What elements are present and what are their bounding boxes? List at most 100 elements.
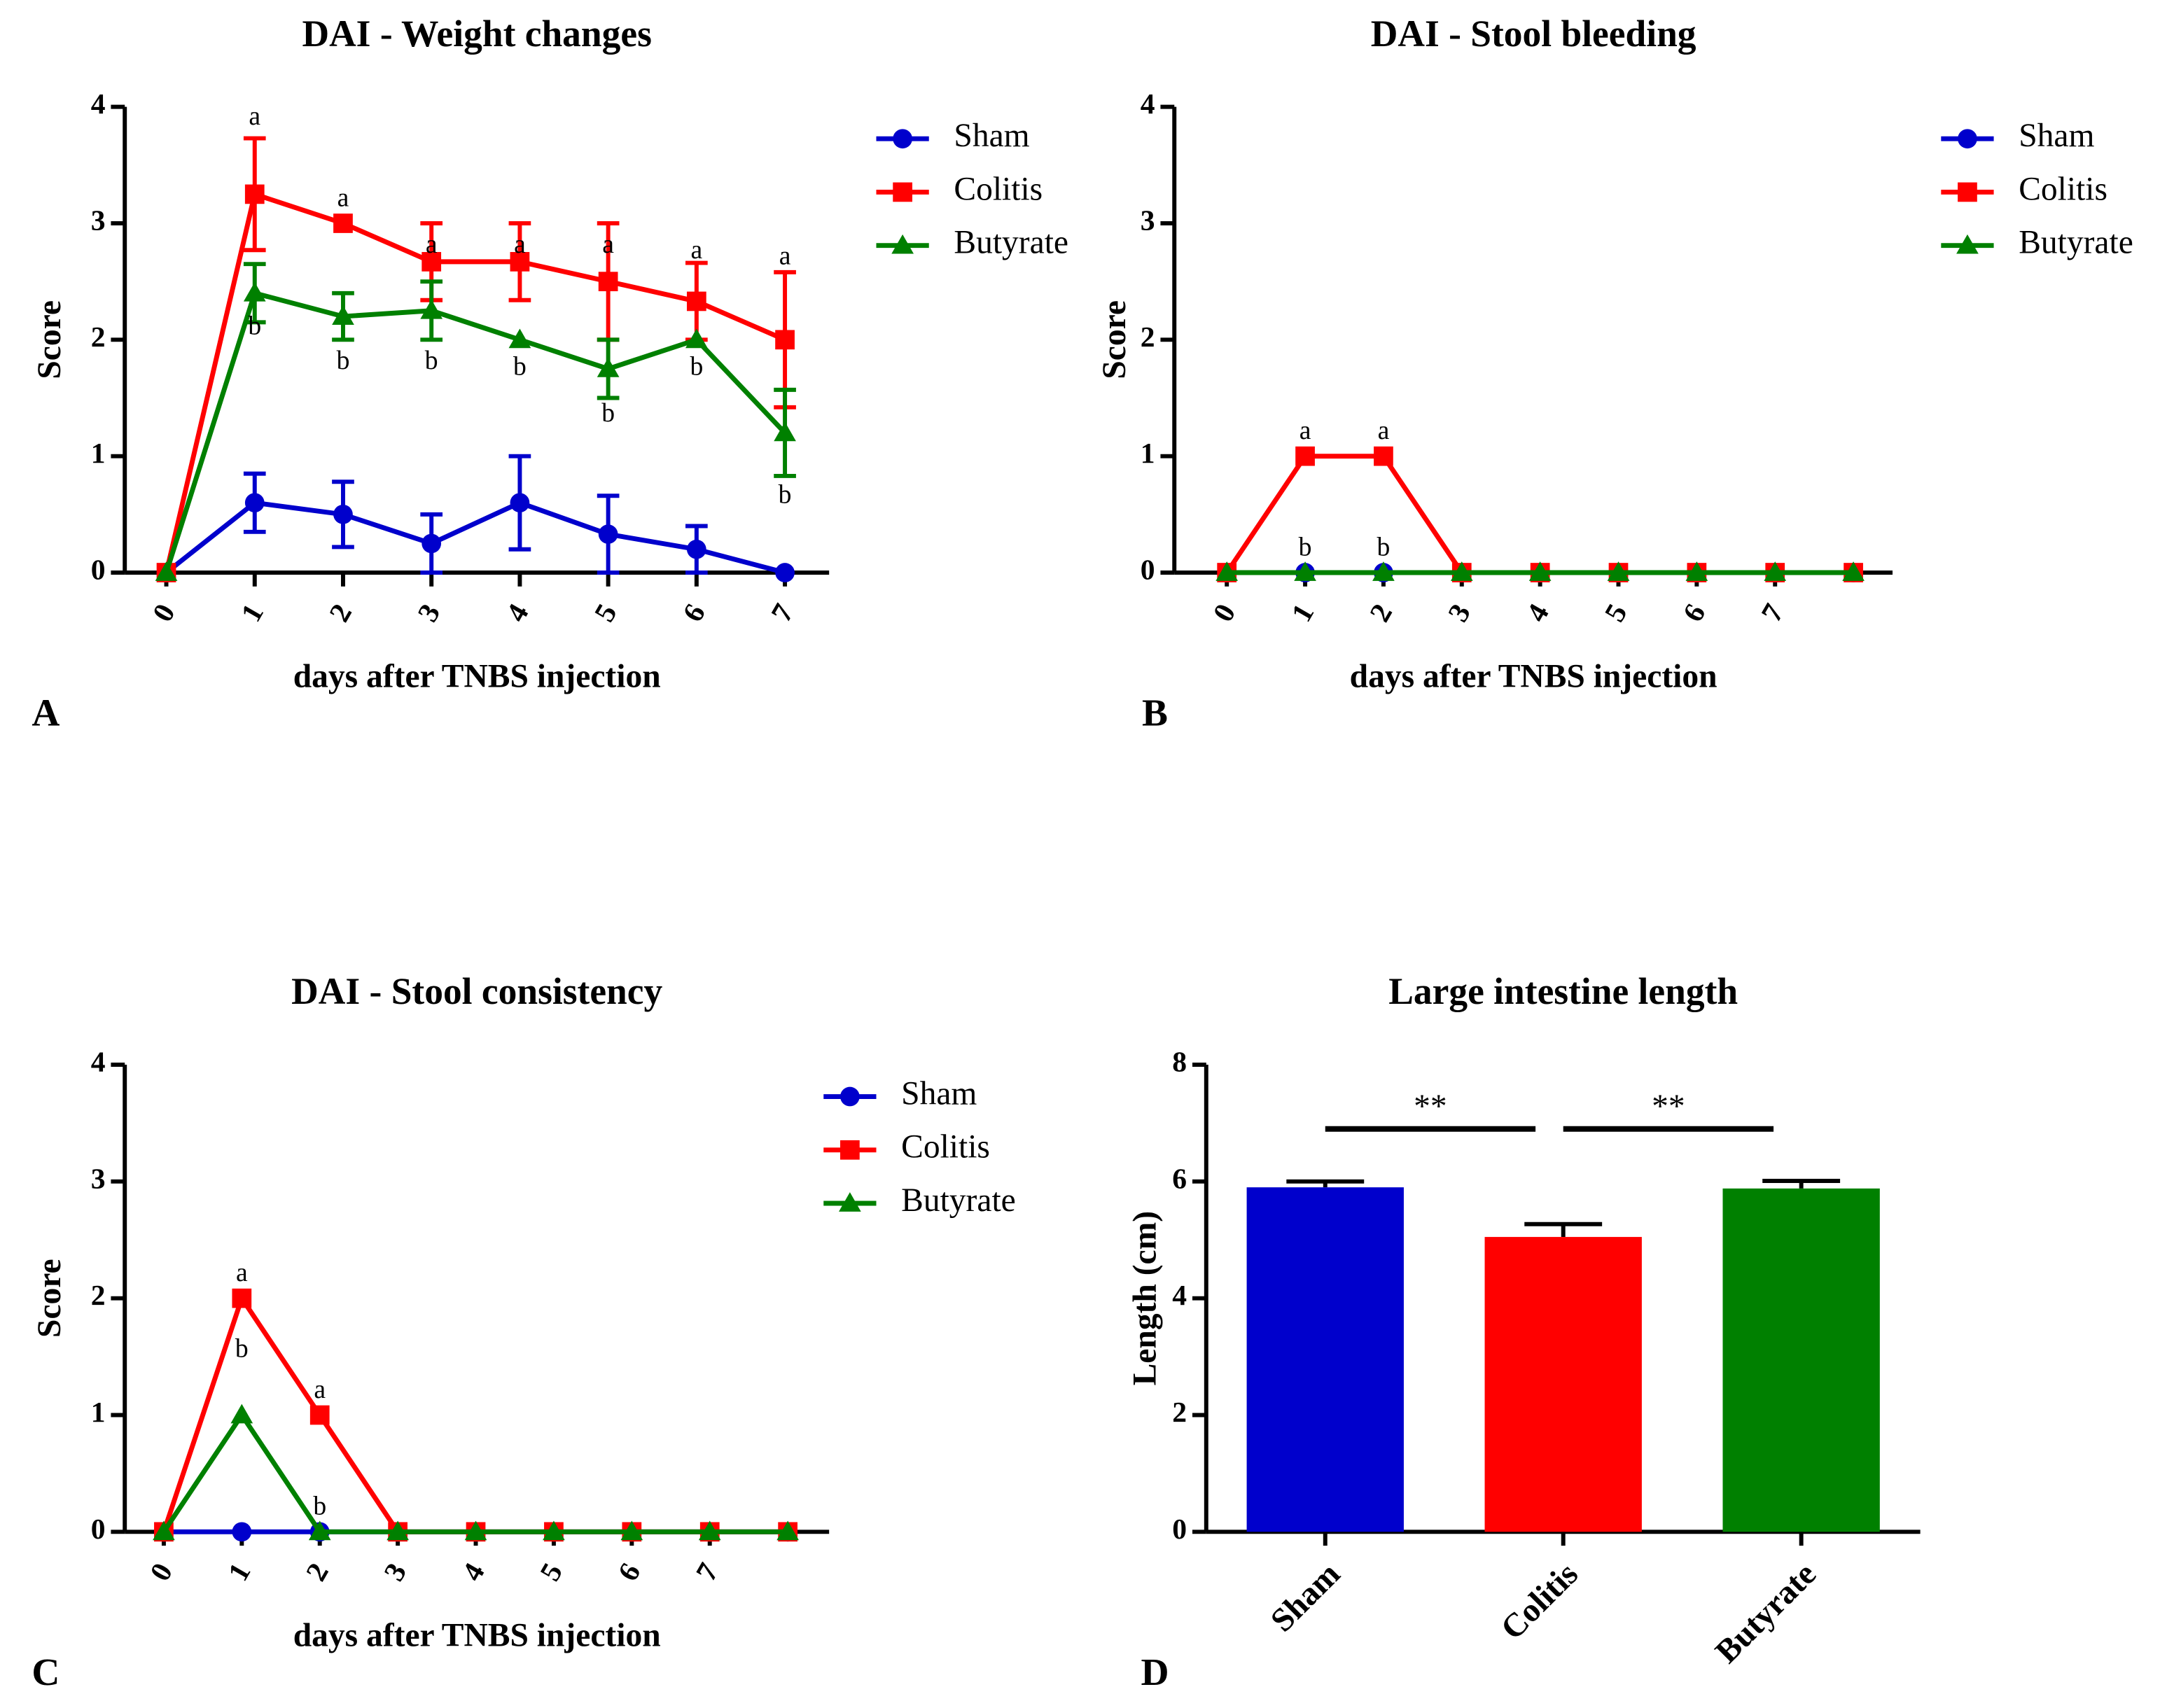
panel-label: A <box>32 692 60 734</box>
x-tick-label: 5 <box>588 598 623 627</box>
annotation: a <box>1299 416 1311 445</box>
annotation: b <box>235 1334 249 1363</box>
y-tick-label: 6 <box>1172 1162 1187 1194</box>
annotation: b <box>690 352 703 382</box>
legend-label: Colitis <box>901 1129 990 1166</box>
point <box>332 305 354 325</box>
annotation: a <box>1378 416 1390 445</box>
legend-label: Colitis <box>2019 171 2107 207</box>
point <box>774 421 796 442</box>
y-tick-label: 0 <box>1141 554 1155 586</box>
x-tick-label: 1 <box>1285 598 1320 627</box>
x-tick-label: 2 <box>323 598 358 627</box>
point <box>333 504 353 524</box>
legend-marker <box>893 182 912 202</box>
point <box>243 281 266 302</box>
point <box>686 539 706 559</box>
legend-marker <box>840 1140 860 1160</box>
point <box>244 493 265 513</box>
error-bar <box>1524 1222 1603 1238</box>
annotation: b <box>601 398 615 428</box>
point <box>464 1520 487 1541</box>
point <box>421 533 442 554</box>
legend-label: Sham <box>901 1075 977 1112</box>
y-tick-label: 2 <box>1172 1396 1187 1428</box>
panel-label: C <box>32 1651 60 1693</box>
legend-label: Sham <box>2019 118 2094 154</box>
x-tick-label: 5 <box>534 1558 569 1586</box>
annotation: a <box>249 102 260 131</box>
x-tick-label: 4 <box>499 598 534 627</box>
bar <box>1722 1188 1880 1532</box>
legend-marker <box>839 1192 861 1212</box>
point <box>598 524 618 544</box>
annotation: a <box>426 230 438 259</box>
point <box>333 214 353 233</box>
x-tick-label: Sham <box>1264 1555 1347 1639</box>
x-tick-label: 1 <box>221 1558 256 1586</box>
point <box>620 1520 643 1541</box>
y-tick-label: 1 <box>1141 437 1155 469</box>
legend-marker <box>1958 182 1977 202</box>
y-tick-label: 0 <box>91 1513 106 1545</box>
legend-label: Butyrate <box>954 225 1068 261</box>
annotation: b <box>313 1492 326 1521</box>
point <box>420 299 443 319</box>
point <box>508 328 531 349</box>
x-tick-label: 1 <box>235 598 270 627</box>
y-tick-label: 4 <box>91 88 106 120</box>
series-line <box>1225 454 1854 575</box>
legend-label: Butyrate <box>2019 225 2133 261</box>
point <box>510 493 530 513</box>
point <box>1372 561 1395 581</box>
x-tick-label: 3 <box>411 598 446 627</box>
annotation: b <box>425 346 438 375</box>
x-tick-label: 7 <box>1755 598 1790 627</box>
annotation: b <box>248 311 261 340</box>
point <box>776 1520 799 1541</box>
point <box>598 272 618 292</box>
point <box>685 328 708 349</box>
legend-marker <box>891 234 914 254</box>
annotation: b <box>513 352 527 382</box>
point <box>1215 561 1239 581</box>
point <box>1842 561 1865 581</box>
point <box>775 563 795 582</box>
y-tick-label: 2 <box>1141 321 1155 353</box>
x-tick-label: 7 <box>765 598 800 627</box>
chart-title: DAI - Stool bleeding <box>1371 13 1696 55</box>
y-tick-label: 0 <box>91 554 106 586</box>
x-tick-label: 0 <box>146 598 181 627</box>
point <box>232 1288 252 1308</box>
series-line <box>164 290 787 574</box>
bar <box>1484 1237 1642 1532</box>
annotation: a <box>779 241 791 271</box>
chart-title: DAI - Weight changes <box>302 13 651 55</box>
point <box>543 1520 565 1541</box>
x-tick-label: Colitis <box>1494 1555 1585 1646</box>
x-tick-label: 5 <box>1598 598 1633 627</box>
point <box>308 1520 331 1541</box>
x-tick-label: 0 <box>1206 598 1241 627</box>
x-axis-label: days after TNBS injection <box>293 1618 661 1654</box>
x-tick-label: Butyrate <box>1708 1555 1823 1670</box>
series-line <box>162 1410 788 1534</box>
annotation: b <box>1377 532 1391 561</box>
y-tick-label: 8 <box>1172 1046 1187 1078</box>
point <box>775 330 795 350</box>
annotation: b <box>779 480 792 510</box>
legend-label: Sham <box>954 118 1029 154</box>
legend-marker <box>893 129 912 149</box>
chart-title: Large intestine length <box>1388 970 1738 1012</box>
point <box>686 291 706 312</box>
point <box>597 358 620 377</box>
error-bar <box>1286 1179 1365 1188</box>
y-tick-label: 4 <box>91 1046 106 1078</box>
point <box>1764 561 1787 581</box>
panel-label: D <box>1141 1651 1169 1693</box>
significance-label: ** <box>1652 1088 1685 1125</box>
x-tick-label: 4 <box>456 1558 491 1586</box>
panel-label: B <box>1142 692 1168 734</box>
